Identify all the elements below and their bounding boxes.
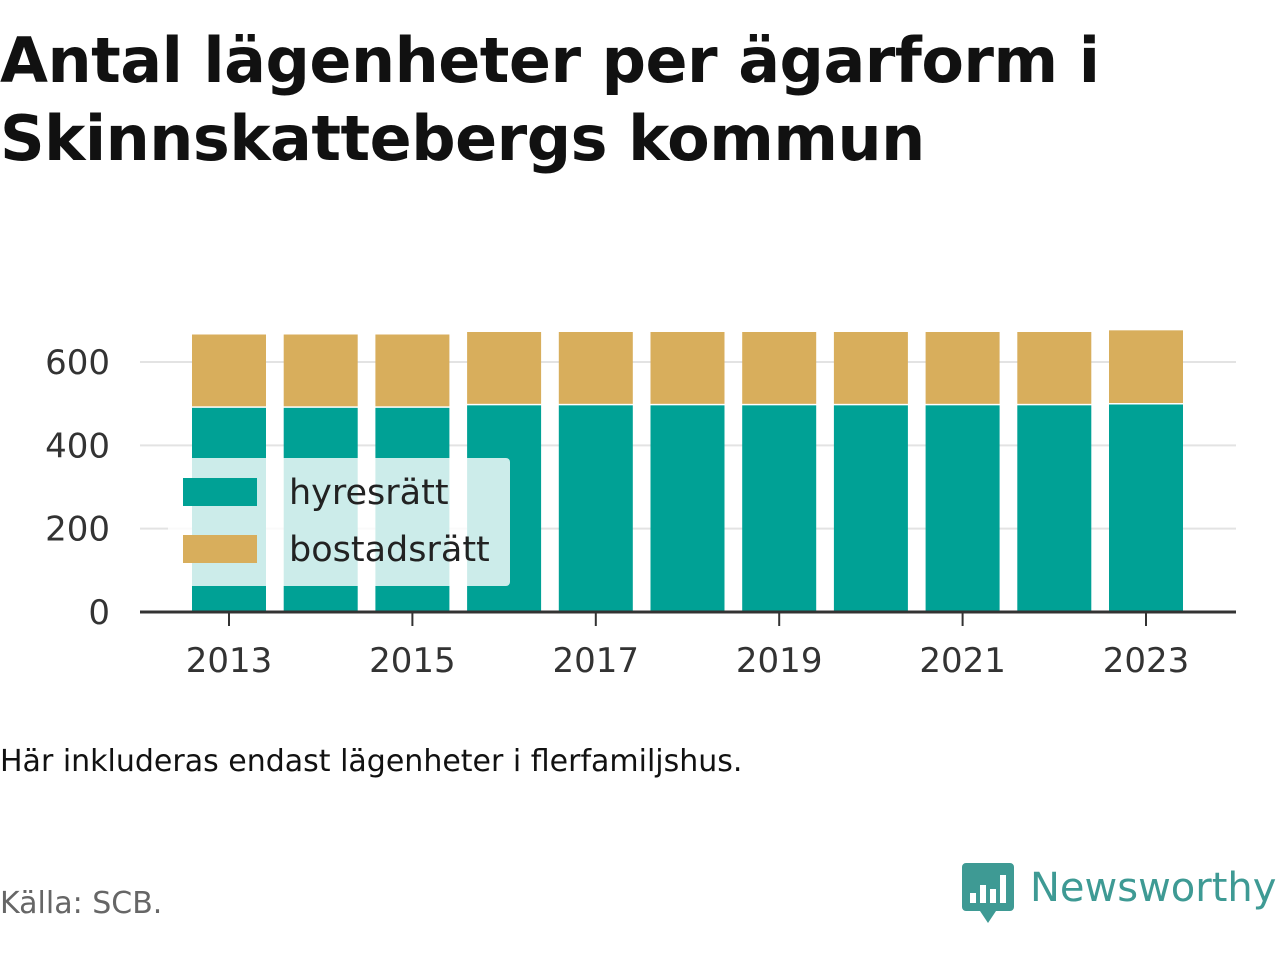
bar-bostadsrätt-2023 [1109, 330, 1183, 403]
bar-bostadsrätt-2018 [650, 332, 725, 404]
bar-bostadsrätt-2017 [558, 332, 633, 404]
bar-bostadsrätt-2022 [1017, 332, 1092, 404]
x-tick-label: 2021 [919, 641, 1006, 681]
newsworthy-logo-icon [962, 863, 1014, 923]
bar-hyresrätt-2022 [1017, 405, 1092, 612]
legend-label-bostadsrätt: bostadsrätt [289, 530, 490, 570]
legend-swatch-hyresrätt [183, 478, 257, 506]
axes: 0 200 400 600 2013 2015 2017 2019 2021 2023 [45, 343, 1236, 681]
bar-bostadsrätt-2016 [467, 332, 542, 404]
brand-name: Newsworthy [1030, 865, 1277, 911]
bar-hyresrätt-2021 [925, 405, 1000, 612]
y-tick-label: 400 [45, 426, 110, 466]
x-tick-label: 2019 [736, 641, 823, 681]
bar-hyresrätt-2017 [558, 405, 633, 612]
legend: hyresrätt bostadsrätt [168, 458, 510, 586]
bar-bostadsrätt-2019 [742, 332, 817, 404]
y-tick-label: 200 [45, 510, 110, 550]
source-credit: Källa: SCB. [0, 886, 163, 921]
x-tick-label: 2017 [553, 641, 640, 681]
bar-hyresrätt-2019 [742, 405, 817, 612]
x-tick-label: 2015 [369, 641, 456, 681]
bar-hyresrätt-2020 [833, 405, 908, 612]
bar-hyresrätt-2023 [1109, 404, 1183, 612]
y-tick-label: 600 [45, 343, 110, 383]
bar-bostadsrätt-2021 [925, 332, 1000, 404]
stacked-bar-chart: 0 200 400 600 2013 2015 2017 2019 2021 2023 hyres… [45, 330, 1236, 681]
bar-bostadsrätt-2014 [283, 334, 358, 407]
legend-swatch-bostadsrätt [183, 535, 257, 563]
bar-bostadsrätt-2013 [192, 334, 266, 407]
legend-label-hyresrätt: hyresrätt [289, 473, 449, 513]
bar-bostadsrätt-2015 [375, 334, 450, 407]
bar-hyresrätt-2018 [650, 405, 725, 612]
y-tick-label: 0 [88, 593, 110, 633]
x-tick-label: 2023 [1103, 641, 1190, 681]
chart-title: Antal lägenheter per ägarform i Skinnska… [0, 24, 1100, 175]
x-tick-label: 2013 [186, 641, 273, 681]
newsworthy-logo: Newsworthy [962, 862, 1276, 926]
bar-bostadsrätt-2020 [833, 332, 908, 404]
chart-note: Här inkluderas endast lägenheter i flerf… [0, 744, 743, 779]
